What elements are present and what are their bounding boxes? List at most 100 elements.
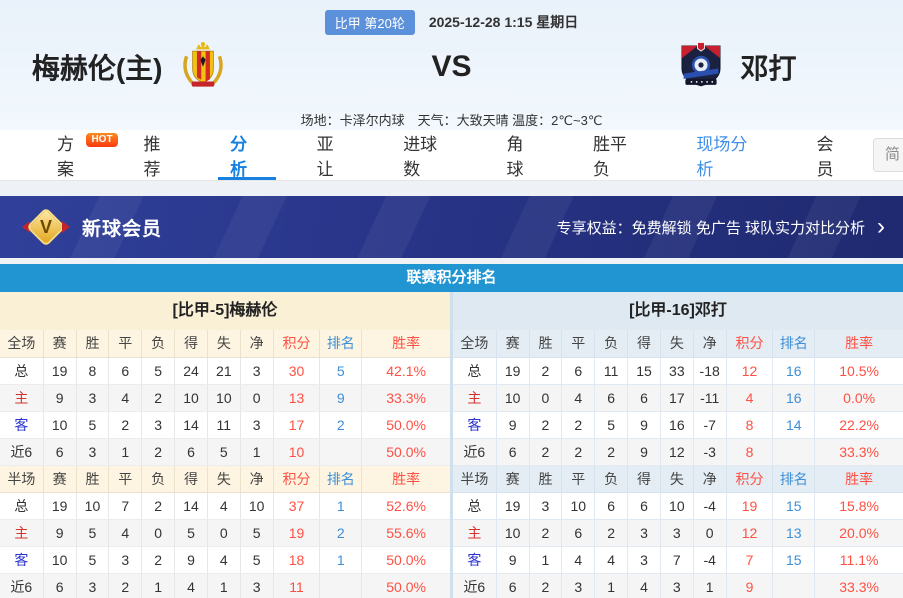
- row-label: 近6: [453, 438, 497, 466]
- chevron-right-icon[interactable]: ›: [877, 213, 885, 240]
- stat-cell: 2: [141, 492, 176, 520]
- col-header: 胜: [76, 330, 110, 358]
- tab-xianchang-fenxi[interactable]: 现场分析: [696, 135, 748, 179]
- table-row: 主 10 0 4 6 6 17 -11 4 16 0.0%: [453, 384, 903, 412]
- teams-row: 梅赫伦(主) VS: [0, 36, 903, 98]
- stat-cell: 9: [726, 573, 774, 598]
- table-row: 客 10 5 2 3 14 11 3 17 2 50.0%: [0, 411, 450, 439]
- stat-cell: 6: [43, 573, 77, 598]
- stat-cell: 21: [207, 357, 241, 385]
- col-header: 净: [693, 330, 727, 358]
- vip-diamond-icon: V: [22, 207, 70, 247]
- home-team: 梅赫伦(主): [0, 39, 387, 96]
- stat-cell: 5: [76, 519, 110, 547]
- table-row: 总 19 10 7 2 14 4 10 37 1 52.6%: [0, 492, 450, 520]
- col-header: 积分: [273, 330, 321, 358]
- stat-cell: 3: [660, 519, 694, 547]
- stat-cell: 3: [627, 519, 661, 547]
- col-header: 净: [240, 465, 274, 493]
- table-row: 主 10 2 6 2 3 3 0 12 13 20.0%: [453, 519, 903, 547]
- col-header: 胜率: [814, 330, 903, 358]
- stat-cell: 6: [561, 519, 596, 547]
- table-row: 主 9 5 4 0 5 0 5 19 2 55.6%: [0, 519, 450, 547]
- stat-cell: -18: [693, 357, 727, 385]
- stat-cell: 33.3%: [814, 438, 903, 466]
- match-datetime: 2025-12-28 1:15 星期日: [428, 14, 579, 30]
- banner-gap: [0, 258, 903, 264]
- tab-shengpingfu[interactable]: 胜平负: [593, 135, 628, 179]
- stat-cell: [319, 573, 363, 598]
- stat-cell: 3: [660, 573, 694, 598]
- stat-cell: 1: [594, 573, 629, 598]
- tab-fangan[interactable]: 方案 HOT: [57, 130, 118, 180]
- stat-cell: 10.5%: [814, 357, 903, 385]
- tab-yarang[interactable]: 亚让: [316, 135, 334, 179]
- stat-cell: 2: [529, 357, 563, 385]
- stat-cell: 33: [660, 357, 694, 385]
- col-header: 胜率: [361, 330, 450, 358]
- stat-cell: 17: [273, 411, 321, 439]
- stat-cell: 6: [561, 357, 596, 385]
- stat-cell: 9: [319, 384, 363, 412]
- tab-tuijian[interactable]: 推荐: [143, 135, 161, 179]
- stat-cell: 0.0%: [814, 384, 903, 412]
- table-row: 客 10 5 3 2 9 4 5 18 1 50.0%: [0, 546, 450, 574]
- col-header: 负: [594, 330, 629, 358]
- nav-gap: [0, 181, 903, 196]
- stat-cell: 5: [76, 546, 110, 574]
- stat-cell: 33.3%: [361, 384, 450, 412]
- tab-huiyuan[interactable]: 会员: [816, 135, 834, 179]
- standings-tables: [比甲-5]梅赫伦 全场赛胜平负得失净积分 排名 胜率总 19 8 6 5 24 21 3 30 5 4…: [0, 292, 903, 598]
- stat-cell: 15.8%: [814, 492, 903, 520]
- vip-banner[interactable]: V 新球会员 专享权益：免费解锁 免广告 球队实力对比分析 ›: [0, 196, 903, 258]
- stat-cell: 0: [240, 384, 274, 412]
- col-header: 平: [108, 465, 143, 493]
- stat-cell: -3: [693, 438, 727, 466]
- stat-cell: 2: [529, 411, 563, 439]
- row-label: 主: [0, 384, 44, 412]
- stat-cell: 6: [496, 438, 530, 466]
- away-fulltime-table: 全场赛胜平负得失净积分 排名 胜率总 19 2 6 11 15 33 -18 12 16 10.5% 主 1…: [453, 330, 903, 466]
- stat-cell: 15: [627, 357, 661, 385]
- stat-cell: 52.6%: [361, 492, 450, 520]
- table-header-row: 全场赛胜平负得失净积分 排名 胜率: [453, 330, 903, 358]
- stat-cell: 3: [108, 546, 143, 574]
- stat-cell: 50.0%: [361, 546, 450, 574]
- col-header: 赛: [43, 330, 77, 358]
- stat-cell: 2: [108, 573, 143, 598]
- col-header: 排名: [772, 465, 816, 493]
- col-header: 得: [174, 465, 208, 493]
- col-header: 赛: [43, 465, 77, 493]
- table-row: 客 9 1 4 4 3 7 -4 7 15 11.1%: [453, 546, 903, 574]
- row-label: 客: [0, 411, 44, 439]
- stat-cell: 1: [319, 492, 363, 520]
- stat-cell: 4: [594, 546, 629, 574]
- table-header-row: 全场赛胜平负得失净积分 排名 胜率: [0, 330, 450, 358]
- stat-cell: 19: [43, 492, 77, 520]
- col-header: 排名: [319, 330, 363, 358]
- col-header: 得: [174, 330, 208, 358]
- tab-jinqiushu[interactable]: 进球数: [403, 135, 438, 179]
- stat-cell: [772, 438, 816, 466]
- col-header: 半场: [0, 465, 44, 493]
- stat-cell: 9: [43, 384, 77, 412]
- lang-toggle-button[interactable]: 简: [873, 138, 903, 172]
- col-header: 净: [693, 465, 727, 493]
- stat-cell: 14: [174, 492, 208, 520]
- row-label: 主: [0, 519, 44, 547]
- stat-cell: 3: [76, 438, 110, 466]
- stat-cell: 12: [726, 357, 774, 385]
- stat-cell: 19: [496, 357, 530, 385]
- stat-cell: 7: [660, 546, 694, 574]
- col-header: 排名: [772, 330, 816, 358]
- tab-jiaoqiu[interactable]: 角球: [506, 135, 524, 179]
- hot-badge: HOT: [86, 133, 118, 147]
- stat-cell: 9: [627, 411, 661, 439]
- stat-cell: 4: [561, 384, 596, 412]
- stat-cell: 24: [174, 357, 208, 385]
- tab-fenxi[interactable]: 分析: [218, 130, 276, 180]
- stat-cell: 0: [141, 519, 176, 547]
- col-header: 失: [207, 330, 241, 358]
- stat-cell: 3: [627, 546, 661, 574]
- stat-cell: -7: [693, 411, 727, 439]
